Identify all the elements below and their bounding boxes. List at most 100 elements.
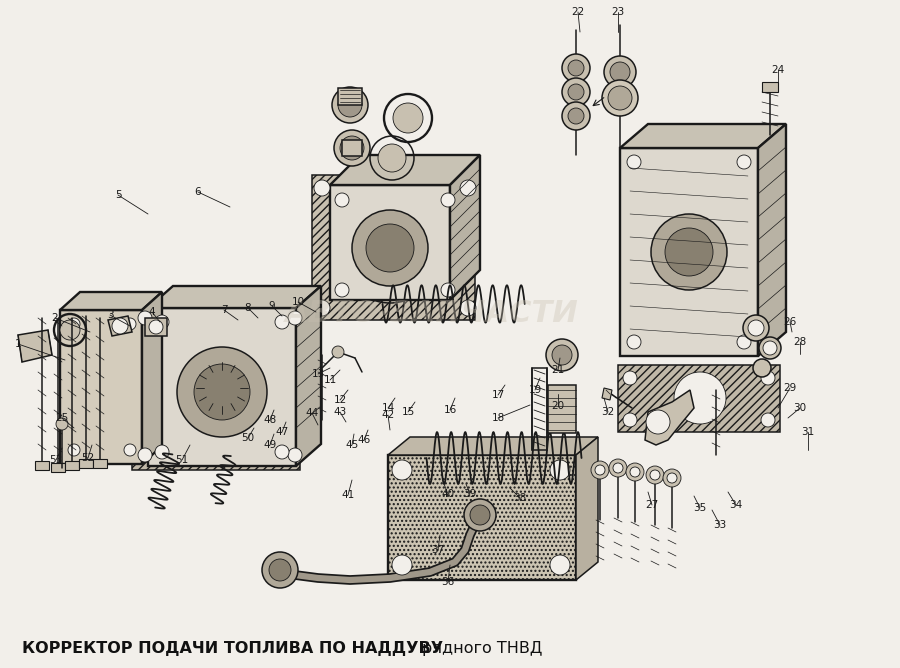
Circle shape <box>552 345 572 365</box>
Polygon shape <box>51 463 65 472</box>
Circle shape <box>646 466 664 484</box>
Polygon shape <box>296 286 321 466</box>
Text: 38: 38 <box>513 493 526 503</box>
Bar <box>60 310 142 464</box>
Text: 30: 30 <box>794 403 806 413</box>
Text: 35: 35 <box>693 503 706 513</box>
Bar <box>338 88 362 105</box>
Text: 46: 46 <box>357 435 371 445</box>
Text: 37: 37 <box>431 545 445 555</box>
Text: 28: 28 <box>794 337 806 347</box>
Polygon shape <box>18 330 52 362</box>
Text: 13: 13 <box>311 369 325 379</box>
Circle shape <box>763 341 777 355</box>
Circle shape <box>460 300 476 316</box>
Circle shape <box>170 336 274 440</box>
Text: 41: 41 <box>341 490 355 500</box>
Circle shape <box>627 335 641 349</box>
Circle shape <box>393 103 423 133</box>
Circle shape <box>595 465 605 475</box>
Circle shape <box>609 459 627 477</box>
Text: 43: 43 <box>333 407 346 417</box>
Circle shape <box>56 418 68 430</box>
Circle shape <box>68 318 80 330</box>
Text: 5: 5 <box>114 190 122 200</box>
Text: 48: 48 <box>264 415 276 425</box>
Bar <box>148 308 296 466</box>
Polygon shape <box>35 461 49 470</box>
Circle shape <box>112 318 128 334</box>
Circle shape <box>591 461 609 479</box>
Circle shape <box>761 413 775 427</box>
Text: 39: 39 <box>464 489 477 499</box>
Bar <box>532 368 547 450</box>
Text: 53: 53 <box>50 455 63 465</box>
Text: АВТО-ЗАПЧАСТИ: АВТО-ЗАПЧАСТИ <box>285 299 579 329</box>
Circle shape <box>568 108 584 124</box>
Text: 26: 26 <box>783 317 796 327</box>
Circle shape <box>124 444 136 456</box>
Circle shape <box>60 320 80 340</box>
Circle shape <box>177 347 267 437</box>
Circle shape <box>314 180 330 196</box>
Polygon shape <box>312 175 475 320</box>
Bar <box>342 140 362 156</box>
Circle shape <box>748 320 764 336</box>
Text: 4: 4 <box>148 307 156 317</box>
Circle shape <box>342 207 438 303</box>
Circle shape <box>392 555 412 575</box>
Bar <box>145 318 167 336</box>
Circle shape <box>674 372 726 424</box>
Circle shape <box>366 224 414 272</box>
Text: 44: 44 <box>305 408 319 418</box>
Text: 9: 9 <box>269 301 275 311</box>
Text: 47: 47 <box>275 427 289 437</box>
Text: 52: 52 <box>81 453 94 463</box>
Circle shape <box>550 460 570 480</box>
Text: 18: 18 <box>491 413 505 423</box>
Circle shape <box>568 84 584 100</box>
Text: 24: 24 <box>771 65 785 75</box>
Circle shape <box>124 318 136 330</box>
Circle shape <box>335 193 349 207</box>
Circle shape <box>194 364 250 420</box>
Polygon shape <box>645 390 694 445</box>
Circle shape <box>546 339 578 371</box>
Circle shape <box>338 93 362 117</box>
Circle shape <box>314 300 330 316</box>
Text: 32: 32 <box>601 407 615 417</box>
Polygon shape <box>762 82 778 92</box>
Text: рядного ТНВД: рядного ТНВД <box>422 641 543 655</box>
Circle shape <box>335 283 349 297</box>
Text: 25: 25 <box>56 413 68 423</box>
Polygon shape <box>65 461 79 470</box>
Text: 36: 36 <box>441 577 454 587</box>
Text: 34: 34 <box>729 500 742 510</box>
Text: 3: 3 <box>107 310 113 320</box>
Circle shape <box>441 193 455 207</box>
Circle shape <box>138 311 152 325</box>
Text: 40: 40 <box>441 489 454 499</box>
Circle shape <box>288 311 302 325</box>
Bar <box>388 455 576 580</box>
Polygon shape <box>450 155 480 300</box>
Circle shape <box>464 499 496 531</box>
Polygon shape <box>108 316 132 336</box>
Circle shape <box>753 359 771 377</box>
Text: 20: 20 <box>552 401 564 411</box>
Polygon shape <box>618 365 780 432</box>
Polygon shape <box>602 388 612 400</box>
Polygon shape <box>142 292 162 464</box>
Circle shape <box>470 505 490 525</box>
Polygon shape <box>60 292 162 310</box>
Text: 6: 6 <box>194 187 202 197</box>
Circle shape <box>610 62 630 82</box>
Text: 10: 10 <box>292 297 304 307</box>
Circle shape <box>550 555 570 575</box>
Circle shape <box>332 346 344 358</box>
Circle shape <box>155 315 169 329</box>
Polygon shape <box>93 459 107 468</box>
Text: 33: 33 <box>714 520 726 530</box>
Circle shape <box>460 180 476 196</box>
Polygon shape <box>330 185 450 300</box>
